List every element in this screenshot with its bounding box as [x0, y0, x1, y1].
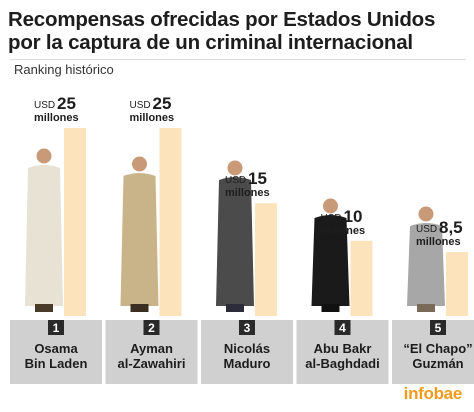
person-figure-4 — [311, 198, 350, 312]
rank-box-5 — [430, 320, 446, 335]
figure-feet — [35, 304, 53, 312]
person-figure-5 — [407, 206, 445, 312]
category-label-line1: Nicolás — [224, 341, 270, 356]
bar-2 — [159, 128, 182, 316]
figure-head — [418, 206, 434, 222]
bar-3 — [255, 203, 277, 316]
value-label-prefix: USD — [321, 213, 342, 224]
data-label-value: 8,5 — [439, 218, 463, 237]
data-label-value: 10 — [344, 207, 363, 226]
category-label-line2: Guzmán — [412, 356, 463, 371]
data-label-value: 25 — [57, 94, 76, 113]
rank-box-1 — [48, 320, 64, 335]
figure-feet — [321, 304, 340, 312]
figure-body — [407, 223, 445, 306]
figure-head — [132, 156, 147, 172]
figure-head — [227, 160, 243, 176]
chart-title: Recompensas ofrecidas por Estados Unidos… — [8, 8, 468, 54]
bar-4 — [350, 240, 373, 316]
category-label-line1: Osama — [34, 341, 78, 356]
figure-head — [36, 148, 52, 164]
rank-number: 5 — [435, 321, 442, 335]
figure-body — [120, 173, 159, 306]
category-label-line2: al-Baghdadi — [305, 356, 379, 371]
value-label-unit: millones — [225, 187, 270, 199]
data-label-value: 25 — [153, 94, 172, 113]
title-line-1: Recompensas ofrecidas por Estados Unidos — [8, 8, 436, 31]
value-label-unit: millones — [321, 225, 366, 237]
rank-box-2 — [143, 320, 160, 335]
infobae-logo: infobae — [403, 384, 463, 403]
rank-number: 1 — [53, 321, 60, 335]
rank-number: 4 — [339, 321, 346, 335]
value-label-unit: millones — [416, 236, 461, 248]
value-label-prefix: USD — [225, 175, 246, 186]
category-label-line1: Ayman — [130, 341, 173, 356]
person-figure-2 — [120, 156, 159, 312]
chart-subtitle: Ranking histórico — [14, 62, 114, 77]
value-label-prefix: USD — [34, 100, 55, 111]
figure-body — [216, 177, 254, 306]
value-label-prefix: USD — [416, 224, 437, 235]
category-label-line2: Maduro — [224, 356, 271, 371]
person-figure-1 — [25, 148, 63, 312]
figure-body — [311, 215, 350, 306]
title-divider — [10, 59, 466, 60]
data-label-value: 15 — [248, 169, 267, 188]
category-label-line2: Bin Laden — [25, 356, 88, 371]
figure-feet — [130, 304, 149, 312]
rank-number: 2 — [148, 321, 155, 335]
figure-feet — [226, 304, 244, 312]
value-label-prefix: USD — [130, 100, 151, 111]
value-label-unit: millones — [34, 112, 79, 124]
bar-1 — [64, 128, 86, 316]
rank-box-3 — [239, 320, 255, 335]
value-label-unit: millones — [130, 112, 175, 124]
category-label-line1: Abu Bakr — [314, 341, 372, 356]
rank-box-4 — [334, 320, 351, 335]
title-line-2: por la captura de un criminal internacio… — [8, 31, 413, 54]
category-label-line2: al-Zawahiri — [118, 356, 186, 371]
figure-body — [25, 165, 63, 306]
figure-feet — [417, 304, 435, 312]
figure-head — [323, 198, 338, 214]
category-label-line1: “El Chapo” — [403, 341, 472, 356]
person-figure-3 — [216, 160, 254, 312]
bar-5 — [446, 252, 468, 316]
rank-number: 3 — [244, 321, 251, 335]
